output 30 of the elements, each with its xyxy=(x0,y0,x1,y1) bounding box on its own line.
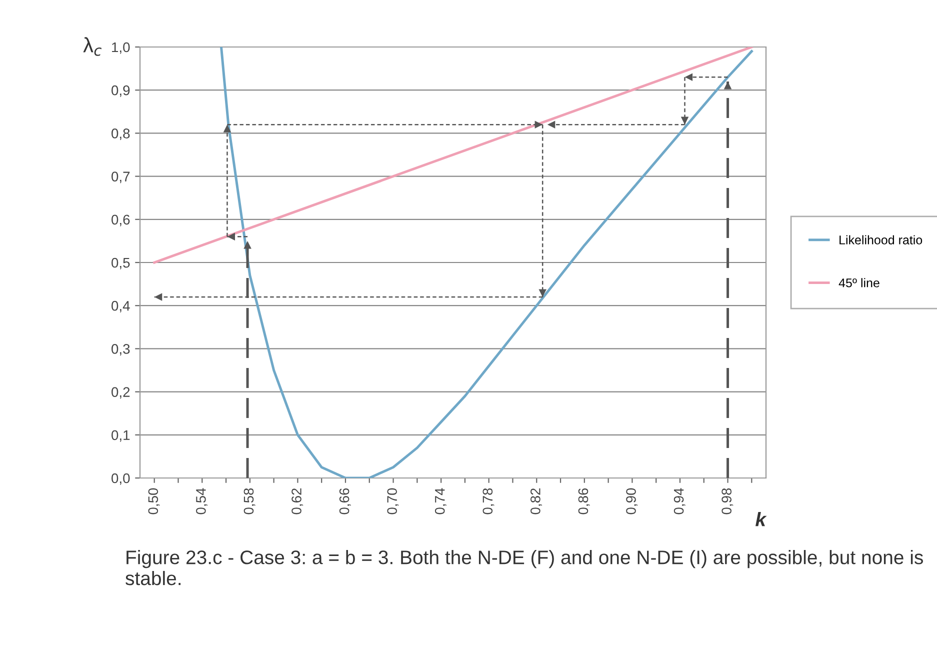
x-tick-label: 0,94 xyxy=(674,488,686,514)
y-tick-label: 0,7 xyxy=(112,172,130,184)
x-tick-label: 0,66 xyxy=(339,488,351,514)
x-tick-label: 0,82 xyxy=(530,488,542,514)
legend-label: 45º line xyxy=(838,278,880,288)
legend-label: Likelihood ratio xyxy=(840,235,922,244)
x-tick-label: 0,62 xyxy=(292,488,304,514)
x-tick-label: 0,78 xyxy=(482,488,494,514)
line-series xyxy=(220,47,753,478)
y-axis-title: λ$_{c}$ xyxy=(83,37,102,56)
caption: Figure 23.c - Case 3: a = b = 3. Both the N-DE (F) and one N-DE (I) are possible, but none is stable. xyxy=(126,550,923,586)
x-tick-label: 0,58 xyxy=(244,488,256,514)
y-tick-label: 0,2 xyxy=(112,387,130,399)
y-tick-label: 0,4 xyxy=(112,300,130,312)
x-tick-label: 0,90 xyxy=(626,488,638,514)
y-tick-label: 0,0 xyxy=(112,473,130,485)
x-tick-label: 0,70 xyxy=(387,488,399,514)
y-tick-label: 1,0 xyxy=(112,42,130,54)
y-tick-label: 0,6 xyxy=(112,214,130,226)
x-tick-label: 0,50 xyxy=(148,488,160,514)
y-tick-label: 0,1 xyxy=(112,430,130,442)
y-tick-label: 0,8 xyxy=(112,128,130,140)
x-tick-label: 0,54 xyxy=(196,488,208,514)
x-tick-label: 0,86 xyxy=(578,488,590,514)
x-tick-label: 0,74 xyxy=(434,488,446,514)
y-tick-label: 0,3 xyxy=(112,344,130,356)
x-axis-title: k xyxy=(756,512,767,526)
y-tick-label: 0,5 xyxy=(112,258,130,270)
x-tick-label: 0,98 xyxy=(722,488,734,514)
y-tick-label: 0,9 xyxy=(112,85,130,97)
